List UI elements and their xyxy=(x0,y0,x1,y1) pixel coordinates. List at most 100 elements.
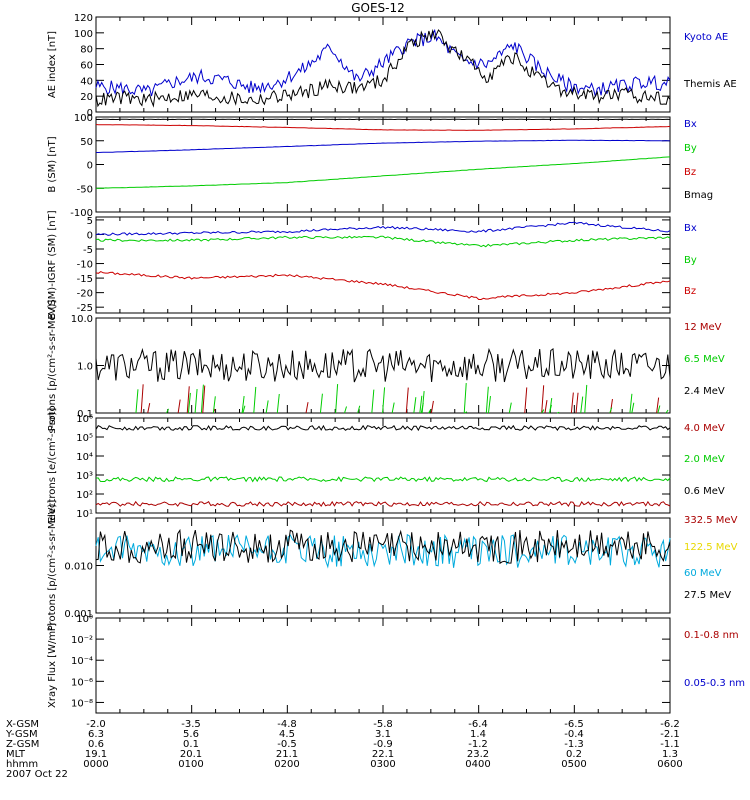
orbit-cell: -6.4 xyxy=(468,719,488,730)
y-tick-label: -15 xyxy=(77,274,93,285)
panel-frame xyxy=(95,216,671,314)
series-spike xyxy=(186,386,190,414)
orbit-cell: 0300 xyxy=(370,759,395,770)
panel-frame xyxy=(95,417,671,514)
series-spike xyxy=(200,384,204,414)
legend-label: 122.5 MeV xyxy=(684,542,738,553)
series-line xyxy=(95,424,671,432)
legend-label: 0.6 MeV xyxy=(684,486,725,497)
y-tick-label: 10⁻⁶ xyxy=(71,677,93,688)
orbit-cell: -6.5 xyxy=(564,719,584,730)
series-line xyxy=(95,124,671,131)
orbit-cell: -6.2 xyxy=(660,719,680,730)
series-spike xyxy=(428,409,432,414)
legend-label: 2.4 MeV xyxy=(684,386,725,397)
series-spike xyxy=(524,387,528,414)
series-spike xyxy=(319,393,323,414)
series-line xyxy=(96,139,671,153)
y-tick-label: -20 xyxy=(77,289,93,300)
orbit-cell: 20.1 xyxy=(180,749,202,760)
series-spike xyxy=(357,405,361,414)
orbit-row-label: hhmm xyxy=(6,759,38,770)
y-tick-label: 50 xyxy=(80,137,93,148)
series-spike xyxy=(371,389,375,414)
series-line xyxy=(95,476,671,483)
panel-7: 10⁻⁸ 10⁻⁶ 10⁻⁴ 10⁻² 10⁰ Xray Flux [W/m²] 0.1-0… xyxy=(47,614,745,714)
orbit-cell: 0.6 xyxy=(88,739,104,750)
series-spike xyxy=(609,407,613,414)
series-line xyxy=(95,28,671,108)
y-axis-label: B (SM) [nT] xyxy=(47,136,58,192)
y-tick-label: 0.001 xyxy=(64,609,93,620)
y-tick-label: 120 xyxy=(74,13,93,24)
series-spike xyxy=(544,400,548,414)
orbit-cell: -2.0 xyxy=(86,719,106,730)
orbit-cell: 0000 xyxy=(83,759,108,770)
series-spike xyxy=(580,396,584,414)
legend-label: Bx xyxy=(684,119,697,130)
orbit-date: 2007 Oct 22 xyxy=(6,769,68,780)
panel-frame xyxy=(95,116,671,213)
series-spike xyxy=(194,389,198,414)
series-spike xyxy=(629,393,633,414)
orbit-cell: -0.4 xyxy=(564,729,584,740)
sparse-series xyxy=(135,383,669,414)
orbit-cell: -1.2 xyxy=(468,739,488,750)
series-spike xyxy=(305,402,309,414)
series-spike xyxy=(657,405,661,414)
series-spike xyxy=(140,384,144,414)
legend-label: By xyxy=(684,143,697,154)
orbit-row-label: Y-GSM xyxy=(5,729,38,740)
orbit-cell: 1.3 xyxy=(662,749,678,760)
y-tick-label: 10⁻⁸ xyxy=(71,698,93,709)
series-spike xyxy=(202,385,206,414)
legend-label: Themis AE xyxy=(683,79,737,90)
legend-label: 0.1-0.8 nm xyxy=(684,630,739,641)
series-line xyxy=(95,271,671,300)
legend-label: Bz xyxy=(684,286,696,297)
series-spike xyxy=(548,404,552,414)
series-spike xyxy=(166,408,169,414)
orbit-cell: 0.1 xyxy=(183,739,199,750)
series-spike xyxy=(631,402,635,414)
y-tick-label: 10³ xyxy=(76,471,93,482)
y-axis-label: Xray Flux [W/m²] xyxy=(47,623,58,708)
series-spike xyxy=(665,409,669,414)
y-axis-label: B (SM)-IGRF (SM) [nT] xyxy=(47,210,58,319)
orbit-cell: 5.6 xyxy=(183,729,199,740)
series-spike xyxy=(508,402,512,414)
legend-label: Bx xyxy=(684,223,697,234)
orbit-cell: 0200 xyxy=(274,759,299,770)
series-line xyxy=(95,528,671,565)
legend-label: Kyoto AE xyxy=(684,32,728,43)
series-spike xyxy=(487,396,491,414)
legend-label: Bmag xyxy=(684,190,713,201)
series-spike xyxy=(405,387,409,414)
orbit-cell: -1.1 xyxy=(660,739,680,750)
series-spike xyxy=(463,383,467,414)
orbit-cell: 3.1 xyxy=(375,729,391,740)
panel-frame xyxy=(95,517,671,614)
orbit-cell: 0500 xyxy=(561,759,586,770)
series-line xyxy=(95,347,671,383)
figure-title: GOES-12 xyxy=(351,1,405,15)
series-spike xyxy=(391,402,395,414)
y-tick-label: 0 xyxy=(87,108,93,119)
panel-3: -25 -20 -15 -10 -5 0 5 B (SM)-IGRF (SM) [nT] Bx B… xyxy=(47,210,697,319)
y-tick-label: 60 xyxy=(80,61,93,72)
legend-label: By xyxy=(684,255,697,266)
series-spike xyxy=(575,392,579,414)
y-tick-label: 20 xyxy=(80,92,93,103)
legend-label: 27.5 MeV xyxy=(684,590,731,601)
y-tick-label: 10⁴ xyxy=(76,452,93,463)
orbit-row-label: MLT xyxy=(6,749,26,760)
orbit-cell: 1.4 xyxy=(470,729,486,740)
orbit-cell: -4.8 xyxy=(277,719,297,730)
orbit-cell: -3.5 xyxy=(181,719,201,730)
y-tick-label: 0 xyxy=(87,230,93,241)
panel-frame xyxy=(95,617,671,714)
series-line xyxy=(95,235,671,248)
series-spike xyxy=(276,393,280,414)
legend-label: 332.5 MeV xyxy=(684,515,738,526)
